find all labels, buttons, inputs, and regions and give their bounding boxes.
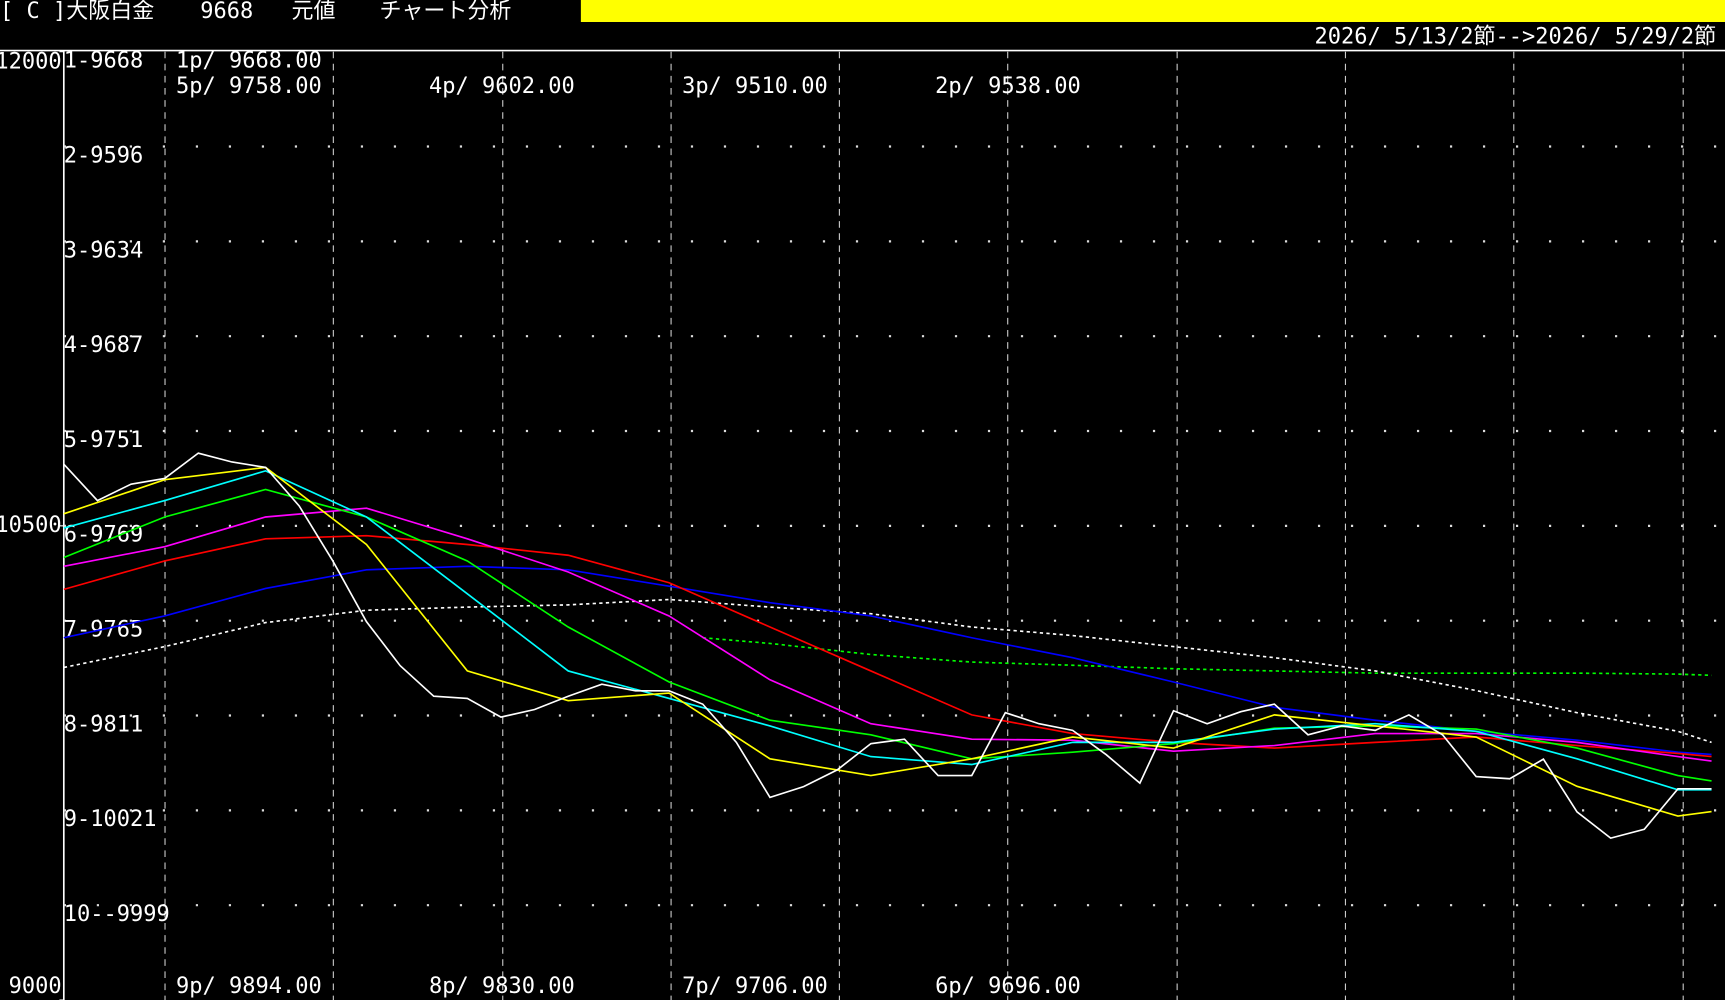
series-line: [63, 598, 1712, 744]
annotation: 2p/ 9538.00: [935, 74, 1081, 99]
y-tick-label: 9000: [9, 974, 62, 999]
series-line: [63, 469, 1712, 791]
row-label: 9-10021: [64, 807, 157, 832]
menu[interactable]: チャート分析: [380, 0, 512, 24]
series-line: [63, 452, 1712, 840]
date-range: 2026/ 5/13/2節-->2026/ 5/29/2節: [1315, 24, 1717, 49]
row-label: 2-9596: [64, 143, 143, 168]
row-label: 6-9769: [64, 523, 143, 548]
row-label: 7-9765: [64, 618, 143, 643]
annotation: 6p/ 9696.00: [935, 974, 1081, 999]
title-bar: [580, 0, 1725, 23]
annotation: 3p/ 9510.00: [682, 74, 828, 99]
y-tick-label: 10500: [0, 513, 62, 538]
row-label: 5-9751: [64, 428, 143, 453]
annotation: 1p/ 9668.00: [176, 49, 322, 74]
row-label: 3-9634: [64, 238, 143, 263]
annotation: 9p/ 9894.00: [176, 974, 322, 999]
row-label: 10--9999: [64, 902, 170, 927]
symbol: [ C ]大阪白金: [0, 0, 154, 24]
series-line: [63, 466, 1712, 817]
y-tick-label: 12000: [0, 50, 62, 75]
mode[interactable]: 元値: [292, 0, 336, 24]
series-line: [63, 488, 1712, 782]
annotation: 5p/ 9758.00: [176, 74, 322, 99]
series-line: [702, 636, 1712, 677]
annotation: 4p/ 9602.00: [429, 74, 575, 99]
series-line: [63, 534, 1712, 758]
code: 9668: [200, 0, 253, 24]
row-label: 8-9811: [64, 712, 143, 737]
row-label: 1-9668: [64, 49, 143, 74]
series-line: [63, 507, 1712, 762]
annotation: 7p/ 9706.00: [682, 974, 828, 999]
annotation: 8p/ 9830.00: [429, 974, 575, 999]
row-label: 4-9687: [64, 333, 143, 358]
